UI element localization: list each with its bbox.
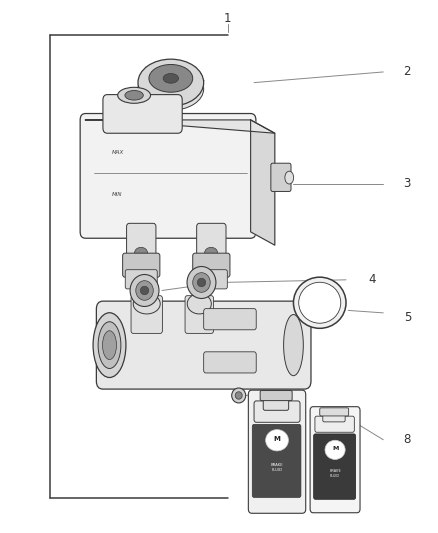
Text: 4: 4	[368, 273, 376, 286]
Ellipse shape	[205, 247, 218, 259]
FancyBboxPatch shape	[314, 434, 356, 499]
FancyBboxPatch shape	[197, 223, 226, 264]
Ellipse shape	[140, 286, 149, 295]
FancyBboxPatch shape	[195, 270, 227, 289]
FancyBboxPatch shape	[185, 296, 214, 334]
Ellipse shape	[187, 266, 216, 298]
FancyBboxPatch shape	[80, 114, 256, 238]
Ellipse shape	[265, 430, 288, 451]
FancyBboxPatch shape	[204, 352, 256, 373]
Ellipse shape	[149, 64, 193, 92]
Polygon shape	[251, 120, 275, 245]
FancyBboxPatch shape	[248, 390, 306, 513]
FancyBboxPatch shape	[127, 223, 156, 264]
Text: BRAKE
FLUID: BRAKE FLUID	[329, 469, 341, 478]
FancyBboxPatch shape	[254, 401, 300, 422]
Text: 6: 6	[268, 391, 276, 403]
FancyBboxPatch shape	[252, 424, 301, 497]
Ellipse shape	[138, 59, 204, 106]
Ellipse shape	[285, 171, 293, 184]
Ellipse shape	[197, 278, 206, 287]
FancyBboxPatch shape	[263, 394, 289, 410]
FancyBboxPatch shape	[193, 253, 230, 277]
Ellipse shape	[130, 274, 159, 306]
Text: M: M	[274, 436, 280, 442]
Ellipse shape	[138, 68, 204, 110]
Ellipse shape	[125, 91, 143, 100]
Ellipse shape	[136, 281, 153, 300]
FancyBboxPatch shape	[320, 408, 349, 416]
Ellipse shape	[232, 388, 246, 403]
Ellipse shape	[235, 392, 242, 399]
FancyBboxPatch shape	[271, 163, 291, 191]
Ellipse shape	[133, 294, 160, 314]
Text: BRAKE
FLUID: BRAKE FLUID	[271, 463, 283, 472]
Text: 1: 1	[224, 12, 232, 25]
Ellipse shape	[299, 282, 341, 323]
Ellipse shape	[134, 247, 148, 259]
FancyBboxPatch shape	[310, 407, 360, 513]
Ellipse shape	[284, 314, 304, 376]
FancyBboxPatch shape	[315, 416, 354, 432]
Text: MIN: MIN	[112, 192, 122, 197]
FancyBboxPatch shape	[123, 253, 160, 277]
Ellipse shape	[193, 273, 210, 292]
Ellipse shape	[118, 87, 151, 103]
Text: 5: 5	[404, 311, 411, 324]
FancyBboxPatch shape	[125, 270, 157, 289]
Text: 3: 3	[404, 177, 411, 190]
FancyBboxPatch shape	[323, 411, 345, 422]
Text: 2: 2	[403, 66, 411, 78]
FancyBboxPatch shape	[260, 391, 292, 401]
Polygon shape	[85, 120, 275, 133]
Text: 8: 8	[404, 433, 411, 446]
Ellipse shape	[102, 330, 117, 359]
Ellipse shape	[98, 322, 121, 368]
FancyBboxPatch shape	[131, 296, 162, 334]
Text: M: M	[332, 446, 338, 451]
Ellipse shape	[187, 294, 212, 314]
Ellipse shape	[163, 74, 178, 83]
Ellipse shape	[293, 277, 346, 328]
FancyBboxPatch shape	[204, 309, 256, 330]
FancyBboxPatch shape	[103, 95, 182, 133]
Ellipse shape	[93, 313, 126, 377]
FancyBboxPatch shape	[96, 301, 311, 389]
Ellipse shape	[325, 440, 345, 459]
Text: MAX: MAX	[112, 149, 124, 155]
